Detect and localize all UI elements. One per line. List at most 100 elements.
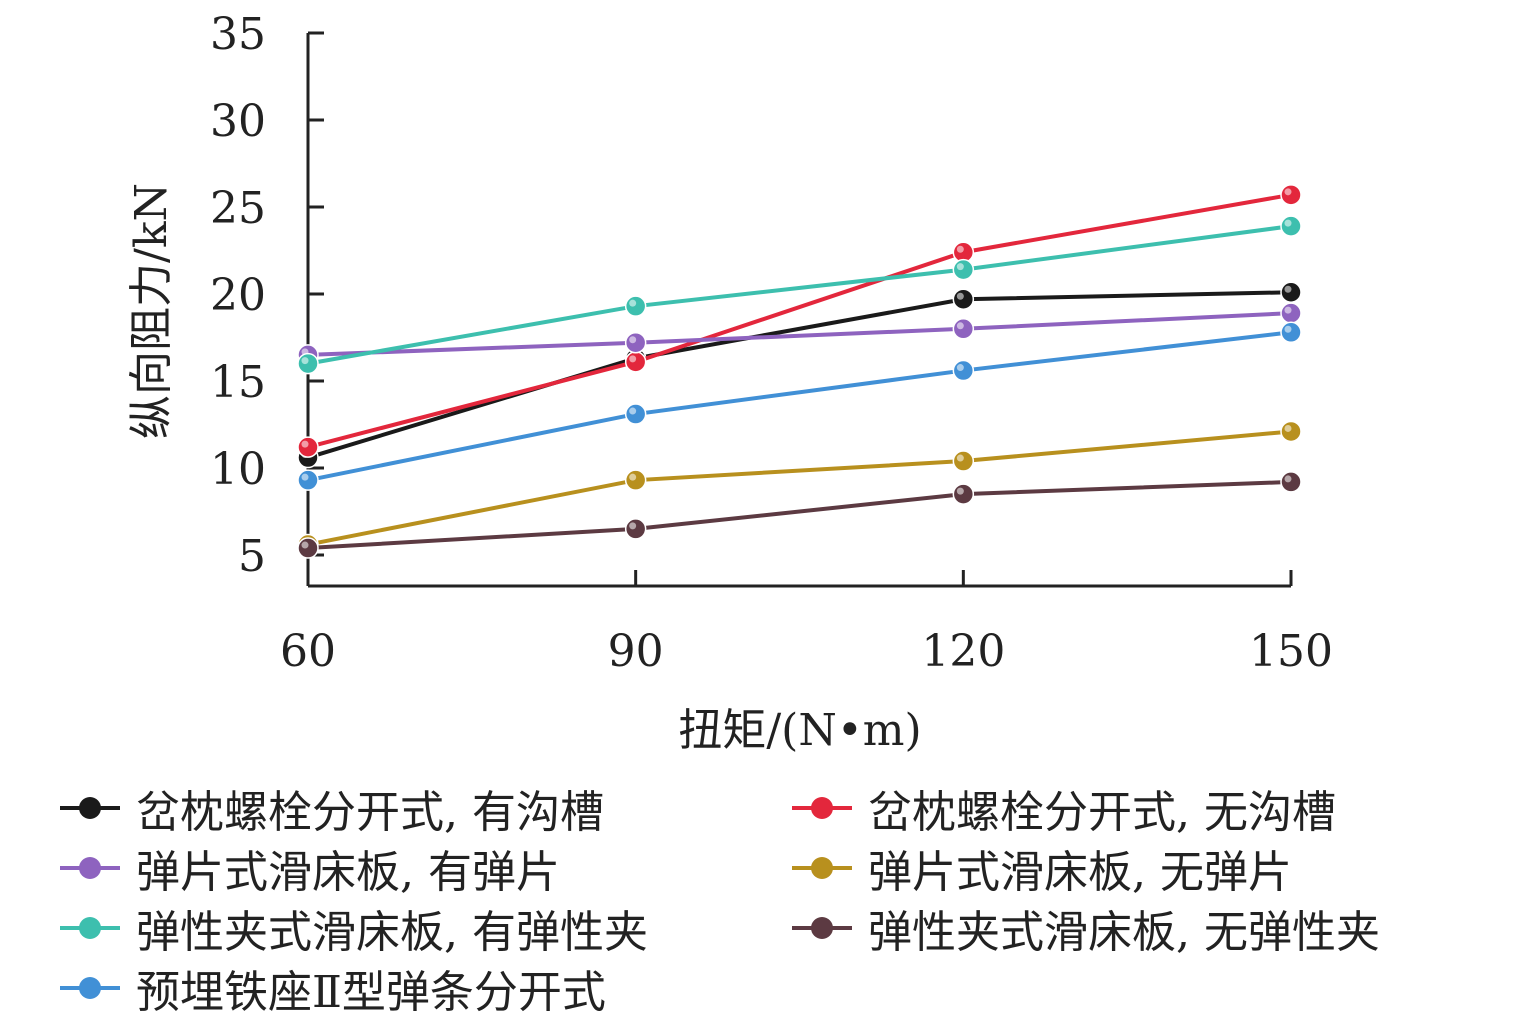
legend-item: 岔枕螺栓分开式, 有沟槽 — [60, 778, 604, 838]
legend-marker — [79, 797, 101, 819]
data-point-highlight — [629, 336, 637, 344]
legend-marker — [79, 917, 101, 939]
y-axis-label: 纵向阻力/kN — [126, 183, 177, 439]
data-point — [1280, 281, 1302, 304]
data-point-highlight — [301, 440, 309, 448]
data-point — [624, 469, 647, 491]
data-point-highlight — [956, 454, 964, 462]
series-layer — [297, 184, 1302, 559]
series-2 — [297, 184, 1302, 458]
data-point — [297, 469, 319, 491]
series-line — [307, 311, 1292, 357]
series-3 — [297, 302, 1302, 366]
legend-swatch — [792, 788, 852, 828]
legend-marker — [811, 857, 833, 879]
data-point — [297, 537, 319, 559]
legend-marker — [811, 917, 833, 939]
data-point — [1280, 302, 1302, 324]
y-tick-label: 5 — [238, 531, 266, 582]
legend-swatch — [60, 788, 120, 828]
data-point — [1280, 471, 1302, 493]
series-line — [307, 192, 1292, 450]
legend-item: 岔枕螺栓分开式, 无沟槽 — [792, 778, 1336, 838]
data-point-highlight — [1284, 219, 1292, 227]
data-point-highlight — [956, 322, 964, 330]
data-point-highlight — [301, 357, 309, 365]
series-1 — [297, 281, 1302, 469]
x-tick-label: 90 — [608, 626, 664, 677]
data-point — [1280, 321, 1302, 344]
series-line — [307, 429, 1292, 547]
data-point-highlight — [956, 245, 964, 253]
legend-label: 岔枕螺栓分开式, 有沟槽 — [136, 787, 604, 838]
y-tick-label: 25 — [210, 183, 266, 234]
data-point — [624, 295, 647, 317]
data-point-highlight — [1284, 424, 1292, 432]
data-point-highlight — [1284, 285, 1292, 293]
series-line — [307, 479, 1292, 551]
series-7 — [297, 321, 1302, 491]
data-point — [624, 331, 647, 354]
series-6 — [297, 471, 1302, 559]
y-tick-label: 15 — [210, 357, 266, 408]
data-point-highlight — [629, 355, 637, 363]
x-tick-label: 120 — [921, 626, 1005, 677]
data-point-highlight — [629, 299, 637, 307]
series-line — [307, 330, 1292, 483]
legend-label: 弹片式滑床板, 有弹片 — [136, 847, 560, 898]
data-point-highlight — [956, 364, 964, 372]
axes: 5 10 15 20 25 30 35 60 90 120 150 — [210, 9, 1333, 677]
x-tick-label: 60 — [280, 626, 336, 677]
legend-swatch — [792, 908, 852, 948]
data-point — [952, 318, 975, 340]
data-point — [624, 351, 647, 373]
legend-label: 弹性夹式滑床板, 有弹性夹 — [136, 907, 648, 958]
legend-item: 预埋铁座Ⅱ型弹条分开式 — [60, 958, 606, 1018]
data-point — [297, 436, 319, 458]
data-point-highlight — [629, 407, 637, 415]
legend-label: 弹性夹式滑床板, 无弹性夹 — [868, 907, 1380, 958]
data-point — [952, 258, 975, 281]
data-point-highlight — [956, 487, 964, 495]
data-point — [952, 483, 975, 505]
legend-label: 弹片式滑床板, 无弹片 — [868, 847, 1292, 898]
series-line — [307, 290, 1292, 460]
data-point-highlight — [956, 292, 964, 300]
legend-swatch — [792, 848, 852, 888]
y-tick-label: 20 — [210, 270, 266, 321]
y-tick-label: 35 — [210, 9, 266, 60]
legend-label: 预埋铁座Ⅱ型弹条分开式 — [136, 967, 606, 1018]
data-point — [297, 352, 319, 375]
legend-item: 弹片式滑床板, 无弹片 — [792, 838, 1292, 898]
data-point-highlight — [629, 522, 637, 530]
data-point-highlight — [1284, 188, 1292, 196]
legend-item: 弹性夹式滑床板, 有弹性夹 — [60, 898, 648, 958]
legend-marker — [79, 977, 101, 999]
data-point — [1280, 184, 1302, 206]
data-point — [952, 450, 975, 472]
data-point-highlight — [301, 541, 309, 549]
data-point-highlight — [956, 263, 964, 271]
data-point — [624, 403, 647, 425]
data-point — [1280, 420, 1302, 443]
y-tick-label: 30 — [210, 96, 266, 147]
data-point-highlight — [629, 473, 637, 481]
legend-item: 弹性夹式滑床板, 无弹性夹 — [792, 898, 1380, 958]
series-5 — [297, 215, 1302, 375]
data-point-highlight — [1284, 306, 1292, 314]
x-axis-label: 扭矩/(N•m) — [678, 705, 921, 756]
legend-item: 弹片式滑床板, 有弹片 — [60, 838, 560, 898]
series-line — [307, 224, 1292, 366]
legend-marker — [811, 797, 833, 819]
data-point — [952, 288, 975, 310]
legend-marker — [79, 857, 101, 879]
legend-swatch — [60, 908, 120, 948]
y-tick-label: 10 — [210, 444, 266, 495]
data-point-highlight — [301, 473, 309, 481]
data-point — [624, 518, 647, 540]
data-point — [952, 359, 975, 382]
x-tick-label: 150 — [1249, 626, 1333, 677]
data-point — [1280, 215, 1302, 237]
legend-swatch — [60, 848, 120, 888]
legend-label: 岔枕螺栓分开式, 无沟槽 — [868, 787, 1336, 838]
